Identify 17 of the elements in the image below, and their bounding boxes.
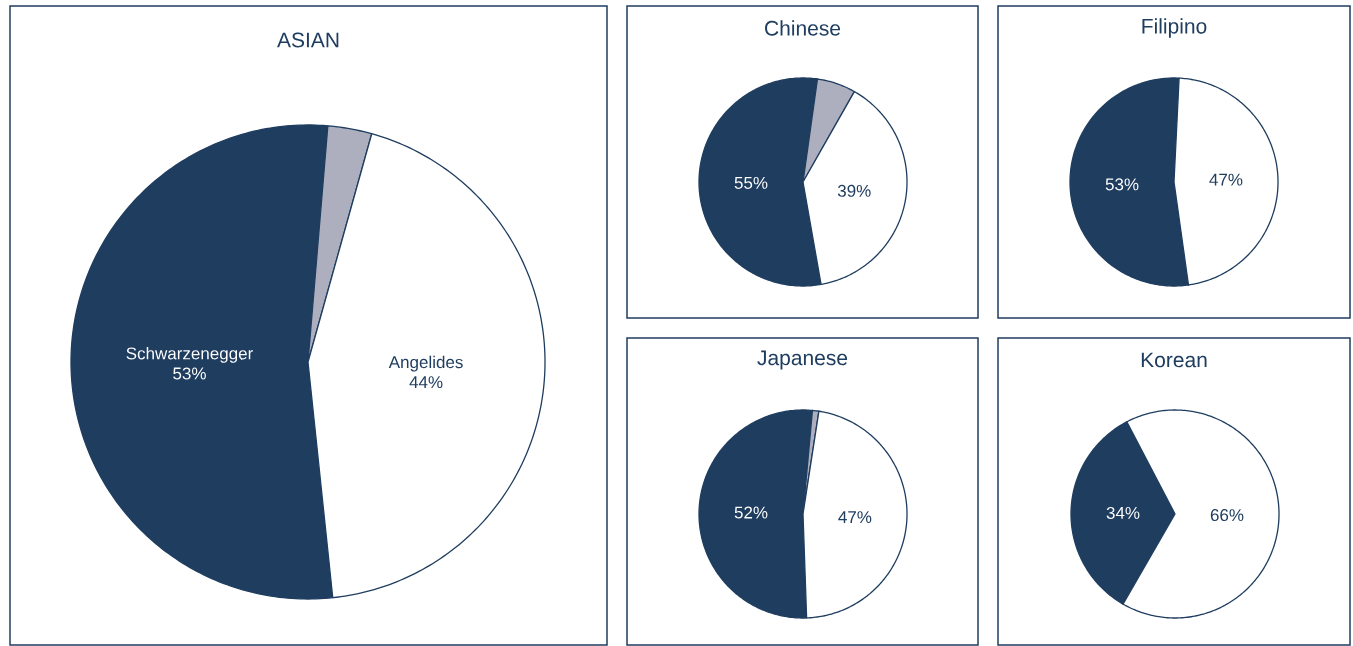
chart-title: Chinese — [765, 20, 841, 36]
data-label: 39% — [837, 184, 871, 197]
data-label: 55% — [734, 176, 768, 189]
data-label: 66% — [1210, 509, 1244, 522]
slice-label: Angelides — [388, 355, 463, 372]
data-label: 44% — [409, 376, 443, 389]
chart-title: Korean — [1141, 352, 1207, 368]
data-label: 53% — [1105, 178, 1139, 191]
data-label: 52% — [734, 506, 768, 519]
data-label: 53% — [173, 367, 206, 380]
data-label: 47% — [838, 511, 872, 524]
chart-title: Filipino — [1142, 18, 1207, 38]
data-label: 34% — [1106, 506, 1140, 519]
chart-title: Japanese — [757, 350, 848, 370]
data-label: 47% — [1209, 173, 1243, 186]
chart-title: ASIAN — [277, 32, 339, 48]
slice-label: Schwarzenegger — [126, 346, 253, 363]
